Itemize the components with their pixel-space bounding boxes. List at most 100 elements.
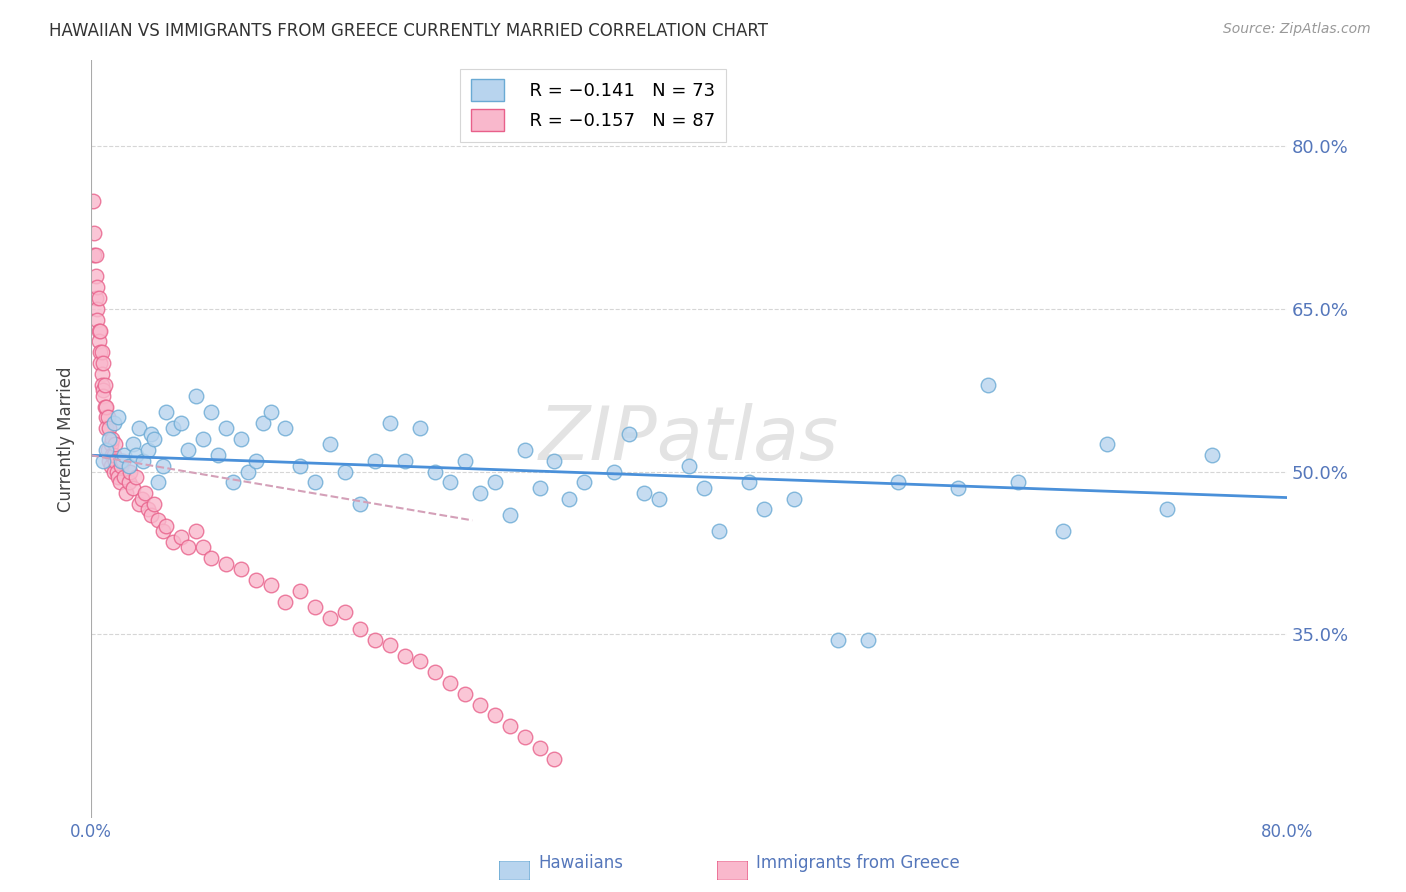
Point [125, 470, 148, 484]
Point [142, 432, 165, 446]
Point [107, 470, 129, 484]
Point [738, 475, 761, 490]
Point [97, 410, 120, 425]
Point [193, 541, 215, 555]
Point [110, 453, 132, 467]
Point [148, 475, 170, 490]
Text: Immigrants from Greece: Immigrants from Greece [756, 855, 960, 872]
Point [125, 448, 148, 462]
Point [117, 459, 139, 474]
Point [1097, 437, 1119, 451]
Point [87, 291, 110, 305]
Point [513, 442, 536, 457]
Point [409, 654, 432, 668]
Point [378, 638, 401, 652]
Point [84, 291, 107, 305]
Point [200, 551, 222, 566]
Point [155, 518, 177, 533]
Point [90, 367, 112, 381]
Point [89, 324, 111, 338]
Text: Source: ZipAtlas.com: Source: ZipAtlas.com [1223, 22, 1371, 37]
Point [1007, 475, 1029, 490]
Point [454, 687, 477, 701]
Point [529, 481, 551, 495]
Point [693, 481, 716, 495]
Point [484, 475, 506, 490]
Point [152, 459, 174, 474]
Point [364, 453, 387, 467]
Point [82, 194, 104, 208]
Point [170, 530, 193, 544]
Point [155, 405, 177, 419]
Point [93, 400, 115, 414]
Point [177, 442, 200, 457]
Point [107, 410, 129, 425]
Point [1201, 448, 1223, 462]
Point [114, 486, 136, 500]
Point [1156, 502, 1178, 516]
Point [148, 513, 170, 527]
Point [87, 334, 110, 349]
Point [304, 475, 326, 490]
Legend:   R = −0.141   N = 73,   R = −0.157   N = 87: R = −0.141 N = 73, R = −0.157 N = 87 [461, 69, 727, 142]
Point [752, 502, 775, 516]
Point [259, 578, 281, 592]
Point [89, 356, 111, 370]
Point [468, 486, 491, 500]
Point [108, 475, 131, 490]
Point [94, 400, 117, 414]
Point [782, 491, 804, 506]
Point [142, 497, 165, 511]
Point [91, 383, 114, 397]
Point [319, 611, 342, 625]
Point [513, 730, 536, 744]
Point [245, 573, 267, 587]
Point [498, 508, 520, 522]
Point [364, 632, 387, 647]
Point [887, 475, 910, 490]
Point [86, 312, 108, 326]
Point [112, 448, 135, 462]
Point [170, 416, 193, 430]
Point [139, 426, 162, 441]
Point [94, 421, 117, 435]
Point [184, 389, 207, 403]
Point [94, 442, 117, 457]
Point [394, 648, 416, 663]
Text: HAWAIIAN VS IMMIGRANTS FROM GREECE CURRENTLY MARRIED CORRELATION CHART: HAWAIIAN VS IMMIGRANTS FROM GREECE CURRE… [49, 22, 768, 40]
Point [132, 453, 155, 467]
Point [122, 437, 145, 451]
Text: ZIPatlas: ZIPatlas [538, 403, 839, 475]
Point [128, 421, 150, 435]
Point [335, 465, 357, 479]
Point [162, 421, 184, 435]
Point [139, 508, 162, 522]
Point [707, 524, 730, 538]
Point [274, 421, 297, 435]
Point [394, 453, 416, 467]
Point [93, 377, 115, 392]
Point [184, 524, 207, 538]
Point [215, 421, 238, 435]
Point [290, 583, 312, 598]
Point [101, 432, 124, 446]
Point [678, 459, 700, 474]
Point [1052, 524, 1074, 538]
Point [200, 405, 222, 419]
Point [136, 442, 159, 457]
Point [91, 389, 114, 403]
Point [91, 356, 114, 370]
Point [122, 481, 145, 495]
Point [648, 491, 671, 506]
Point [128, 497, 150, 511]
Point [946, 481, 969, 495]
Point [245, 453, 267, 467]
Point [222, 475, 245, 490]
Point [858, 632, 880, 647]
Point [409, 421, 432, 435]
Point [104, 437, 127, 451]
Point [91, 453, 114, 467]
Point [98, 453, 121, 467]
Point [252, 416, 274, 430]
Point [98, 421, 121, 435]
